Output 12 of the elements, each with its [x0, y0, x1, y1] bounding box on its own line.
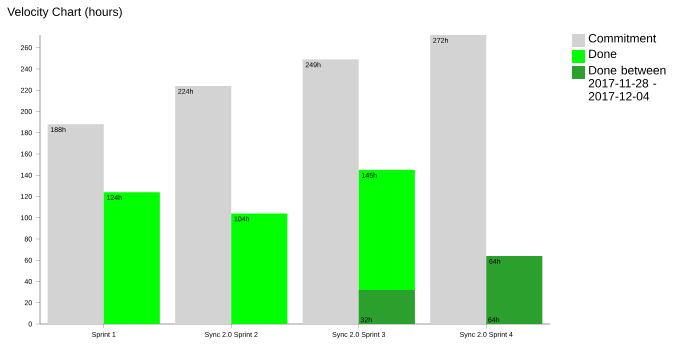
bar: [486, 256, 542, 324]
bar: [231, 214, 288, 324]
bar: [48, 124, 104, 324]
legend-label: Done: [589, 50, 616, 58]
bar: [175, 86, 232, 324]
legend-label: Done between 2017-11-28 - 2017-12-04: [588, 66, 666, 100]
bar: [104, 192, 160, 324]
chart-title: Velocity Chart (hours): [7, 7, 122, 18]
legend-label: Commitment: [588, 34, 656, 42]
bar: [358, 290, 415, 324]
bar: [430, 34, 486, 324]
bar: [302, 59, 359, 324]
